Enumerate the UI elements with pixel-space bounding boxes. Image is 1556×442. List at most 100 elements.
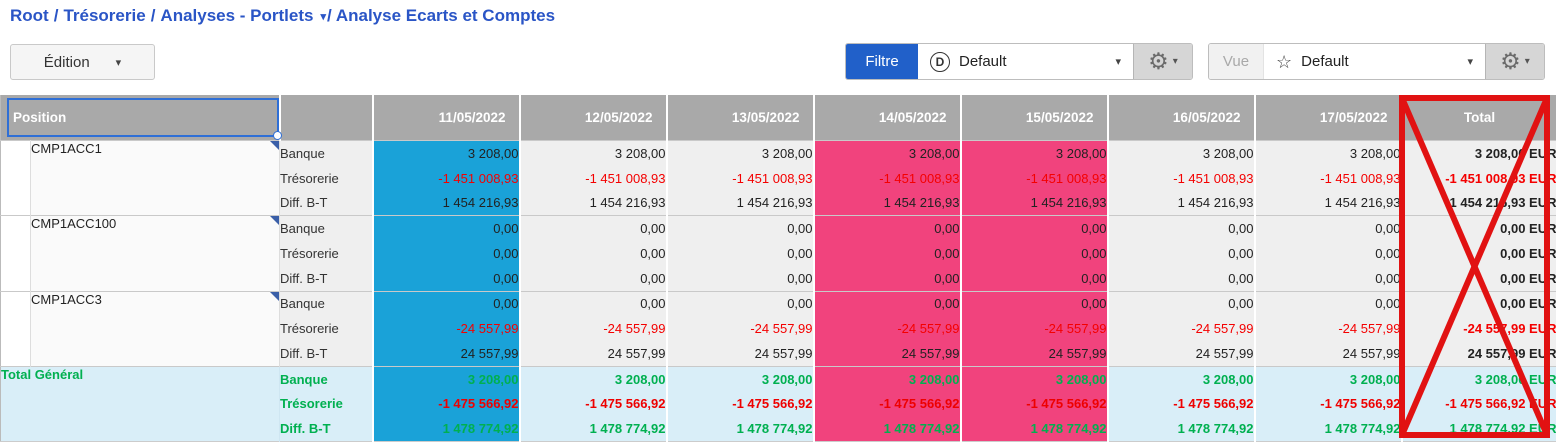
edition-label: Édition [44, 54, 90, 71]
date-column-header[interactable]: 14/05/2022 [814, 95, 961, 141]
cell-value: 1 454 216,93 [520, 191, 667, 216]
filter-preset-dropdown[interactable]: D Default ▾ [918, 44, 1133, 79]
corner-marker-icon [270, 216, 279, 225]
cell-value: 24 557,99 [961, 341, 1108, 366]
position-column-header[interactable]: Position [1, 95, 280, 141]
chevron-down-icon: ▾ [1525, 56, 1530, 67]
cell-value: 24 557,99 [667, 341, 814, 366]
cell-value: 0,00 [1255, 216, 1402, 241]
total-cell-value: 1 454 216,93 EUR [1402, 191, 1556, 216]
total-cell-value: 1 478 774,92 EUR [1402, 416, 1556, 441]
cell-value: 0,00 [814, 291, 961, 316]
cell-value: 0,00 [1108, 291, 1255, 316]
cell-value: -1 475 566,92 [961, 392, 1108, 417]
total-cell-value: 24 557,99 EUR [1402, 341, 1556, 366]
date-column-header[interactable]: 13/05/2022 [667, 95, 814, 141]
row-type-label: Banque [280, 291, 373, 316]
cell-value: 3 208,00 [1255, 366, 1402, 391]
total-cell-value: -1 475 566,92 EUR [1402, 392, 1556, 417]
corner-marker-icon [270, 292, 279, 301]
date-column-header[interactable]: 12/05/2022 [520, 95, 667, 141]
cell-value: -1 451 008,93 [520, 166, 667, 191]
gear-filter-icon: ⚙ [1148, 50, 1169, 73]
cell-value: 24 557,99 [1108, 341, 1255, 366]
date-column-header[interactable]: 17/05/2022 [1255, 95, 1402, 141]
cell-value: -24 557,99 [667, 316, 814, 341]
cell-value: -1 475 566,92 [373, 392, 520, 417]
cell-value: -1 451 008,93 [373, 166, 520, 191]
cell-value: 0,00 [814, 266, 961, 291]
cell-value: 3 208,00 [1108, 366, 1255, 391]
position-cell[interactable]: CMP1ACC100 [31, 216, 280, 291]
row-type-label: Diff. B-T [280, 191, 373, 216]
analysis-grid: Position 11/05/2022 12/05/2022 13/05/202… [0, 95, 1556, 442]
cell-value: 3 208,00 [373, 366, 520, 391]
cell-value: -24 557,99 [520, 316, 667, 341]
cell-value: 1 478 774,92 [1108, 416, 1255, 441]
total-cell-value: 0,00 EUR [1402, 241, 1556, 266]
cell-value: 0,00 [1255, 241, 1402, 266]
cell-value: -1 451 008,93 [1255, 166, 1402, 191]
row-type-label: Trésorerie [280, 392, 373, 417]
corner-marker-icon [270, 141, 279, 150]
row-type-column-header[interactable] [280, 95, 373, 141]
cell-value: -1 451 008,93 [961, 166, 1108, 191]
cell-value: 1 478 774,92 [520, 416, 667, 441]
cell-value: -24 557,99 [961, 316, 1108, 341]
row-type-label: Trésorerie [280, 241, 373, 266]
date-column-header[interactable]: 15/05/2022 [961, 95, 1108, 141]
row-indicator-cell [1, 216, 31, 291]
view-control-group: Vue ☆ Default ▾ ⚙ ▾ [1208, 43, 1545, 80]
toolbar: Édition ▾ Filtre D Default ▾ ⚙ ▾ Vue ☆ D… [0, 0, 1556, 95]
cell-value: 0,00 [520, 216, 667, 241]
row-type-label: Banque [280, 216, 373, 241]
cell-value: 1 478 774,92 [667, 416, 814, 441]
position-cell[interactable]: CMP1ACC1 [31, 141, 280, 216]
cell-value: 0,00 [961, 291, 1108, 316]
cell-value: -1 451 008,93 [814, 166, 961, 191]
edition-menu-button[interactable]: Édition ▾ [10, 44, 155, 80]
cell-value: 3 208,00 [814, 141, 961, 166]
cell-value: 0,00 [667, 266, 814, 291]
cell-value: -24 557,99 [373, 316, 520, 341]
cell-value: -1 475 566,92 [814, 392, 961, 417]
cell-value: 0,00 [961, 241, 1108, 266]
cell-value: 0,00 [520, 241, 667, 266]
total-cell-value: 0,00 EUR [1402, 291, 1556, 316]
chevron-down-icon: ▾ [116, 56, 122, 69]
cell-value: 1 478 774,92 [373, 416, 520, 441]
position-cell[interactable]: CMP1ACC3 [31, 291, 280, 366]
cell-value: 1 454 216,93 [961, 191, 1108, 216]
cell-value: 0,00 [520, 266, 667, 291]
date-column-header[interactable]: 11/05/2022 [373, 95, 520, 141]
row-type-label: Banque [280, 141, 373, 166]
gear-view-icon: ⚙ [1500, 50, 1521, 73]
chevron-down-icon: ▾ [1173, 56, 1178, 67]
view-preset-dropdown[interactable]: ☆ Default ▾ [1264, 44, 1485, 79]
cell-value: 3 208,00 [520, 141, 667, 166]
total-column-header[interactable]: Total [1402, 95, 1556, 141]
default-filter-badge-icon: D [930, 52, 950, 72]
cell-value: -24 557,99 [1108, 316, 1255, 341]
cell-value: 0,00 [667, 241, 814, 266]
filter-settings-button[interactable]: ⚙ ▾ [1133, 44, 1192, 79]
filtre-button[interactable]: Filtre [846, 44, 918, 79]
cell-value: 3 208,00 [520, 366, 667, 391]
cell-value: -1 475 566,92 [1108, 392, 1255, 417]
row-type-label: Trésorerie [280, 166, 373, 191]
cell-value: 1 478 774,92 [961, 416, 1108, 441]
total-cell-value: -1 451 008,93 EUR [1402, 166, 1556, 191]
cell-value: 3 208,00 [373, 141, 520, 166]
date-column-header[interactable]: 16/05/2022 [1108, 95, 1255, 141]
cell-value: 24 557,99 [520, 341, 667, 366]
row-indicator-cell [1, 141, 31, 216]
cell-value: -1 475 566,92 [667, 392, 814, 417]
cell-value: 24 557,99 [1255, 341, 1402, 366]
cell-value: 3 208,00 [667, 141, 814, 166]
cell-value: 1 454 216,93 [667, 191, 814, 216]
view-settings-button[interactable]: ⚙ ▾ [1485, 44, 1544, 79]
total-cell-value: 0,00 EUR [1402, 266, 1556, 291]
